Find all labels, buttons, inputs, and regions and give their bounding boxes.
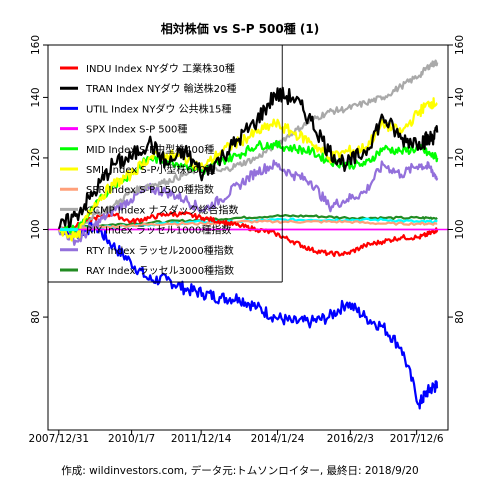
y-tick-label-right: 100 (454, 219, 466, 239)
series-layer (48, 59, 448, 410)
plot-frame (47, 44, 449, 431)
x-tick-label: 2014/1/24 (251, 433, 305, 445)
y-tick-label-left: 120 (30, 148, 42, 168)
chart-title: 相対株価 vs S-P 500種 (1) (161, 21, 319, 36)
y-tick-label-right: 80 (454, 310, 466, 323)
x-tick-label: 2010/1/7 (108, 433, 155, 445)
y-tick-label-left: 80 (30, 310, 42, 323)
y-tick-label-right: 160 (454, 35, 466, 55)
legend-label: TRAN Index NYダウ 輸送株20種 (85, 82, 236, 95)
x-tick-label: 2007/12/31 (29, 433, 90, 445)
legend-label: RIY Index ラッセル1000種指数 (86, 224, 231, 237)
series-line-tran (57, 86, 439, 230)
legend-label: UTIL Index NYダウ 公共株15種 (86, 102, 231, 115)
y-tick-label-right: 140 (454, 87, 466, 107)
series-line-ccmp (57, 59, 439, 233)
legend-label: SPX Index S-P 500種 (86, 123, 187, 136)
y-tick-label-right: 120 (454, 148, 466, 168)
x-tick-label: 2017/12/6 (390, 433, 444, 445)
legend-label: INDU Index NYダウ 工業株30種 (86, 62, 235, 75)
series-line-ray (58, 214, 438, 232)
legend-label: MID Index S-P中型株400種 (86, 143, 214, 156)
axes: 80 80 100 100 120 120 140 140 160 160 2007/12/31 20… (29, 35, 466, 445)
legend-label: CCMP Index ナスダック総合指数 (86, 203, 239, 216)
y-tick-label-left: 140 (30, 87, 42, 107)
crosshair (48, 45, 283, 283)
y-tick-label-left: 160 (30, 35, 42, 55)
series-line-spr (58, 219, 438, 232)
legend-label: RTY Index ラッセル2000種指数 (86, 244, 234, 257)
legend: INDU Index NYダウ 工業株30種 TRAN Index NYダウ 輸送… (60, 62, 239, 277)
x-tick-label: 2011/12/14 (171, 433, 232, 445)
legend-label: SPR Index S-P 1500種指数 (86, 183, 214, 196)
legend-label: RAY Index ラッセル3000種指数 (86, 264, 234, 277)
series-line-util (58, 220, 439, 410)
legend-label: SML Index S-P小型株600種 (86, 163, 216, 176)
y-tick-label-left: 100 (30, 219, 42, 239)
chart-caption: 作成: wildinvestors.com, データ元:トムソンロイター, 最終… (61, 464, 418, 477)
x-tick-label: 2016/2/3 (327, 433, 374, 445)
series-line-rty (57, 159, 439, 246)
